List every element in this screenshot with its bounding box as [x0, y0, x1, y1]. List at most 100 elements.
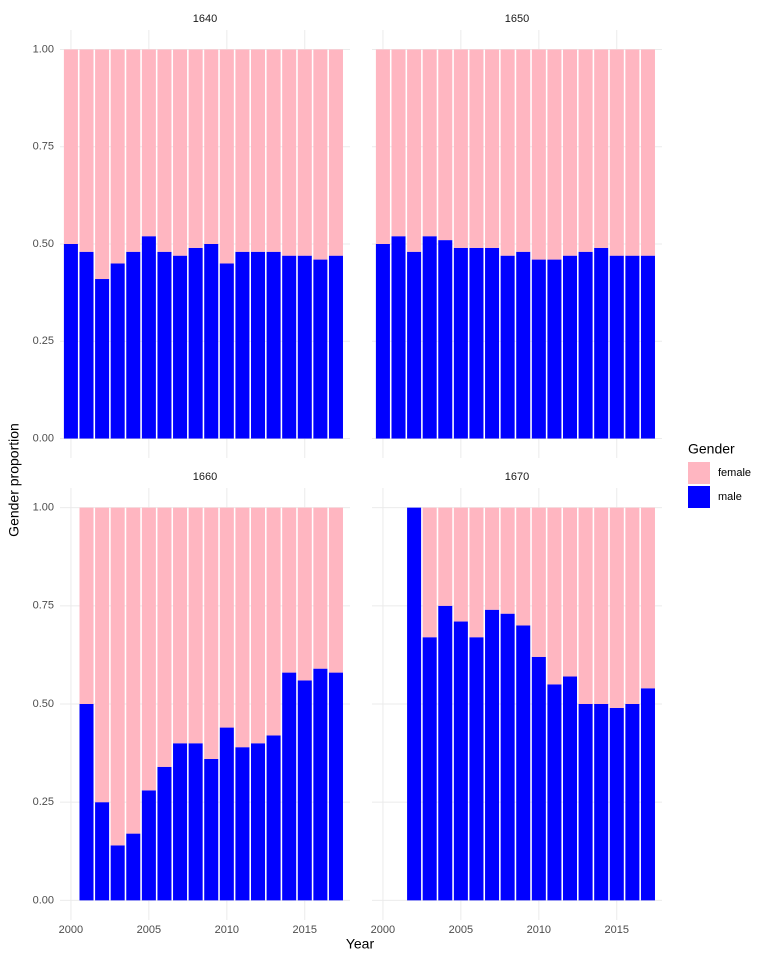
bar-segment: [547, 684, 562, 901]
bar-segment: [500, 507, 515, 614]
bar-segment: [453, 247, 468, 439]
bar-segment: [282, 255, 297, 439]
bar-segment: [110, 49, 125, 264]
bar-segment: [500, 49, 515, 256]
bar-segment: [328, 49, 343, 256]
bar-segment: [438, 240, 453, 439]
bar-segment: [266, 507, 281, 736]
bar-segment: [250, 49, 266, 252]
bar-segment: [188, 247, 203, 439]
bar-segment: [235, 507, 250, 748]
bar-segment: [219, 49, 234, 264]
y-tick-label: 0.00: [33, 432, 54, 444]
bar-segment: [219, 263, 234, 439]
bar-segment: [63, 244, 78, 439]
bar-segment: [594, 704, 609, 901]
bar-segment: [297, 680, 312, 901]
bar-segment: [547, 507, 562, 685]
bar-segment: [110, 507, 125, 846]
y-tick-label: 0.00: [33, 894, 54, 906]
bar-segment: [531, 507, 546, 657]
bar-segment: [157, 766, 172, 901]
bar-segment: [282, 49, 297, 256]
bar-segment: [204, 507, 219, 759]
bar-segment: [547, 259, 562, 439]
bar-segment: [640, 255, 655, 439]
bar-segment: [173, 743, 188, 901]
facet-title: 1670: [505, 471, 529, 483]
bar-segment: [63, 49, 78, 244]
bar-segment: [391, 49, 406, 237]
bar-segment: [547, 49, 562, 260]
bar-segment: [235, 49, 250, 252]
x-tick-label: 2005: [137, 924, 161, 936]
x-tick-label: 2000: [59, 924, 83, 936]
bar-segment: [235, 251, 250, 439]
bar-segment: [157, 507, 172, 767]
bar-segment: [516, 251, 531, 439]
bar-segment: [453, 507, 468, 622]
bar-segment: [562, 676, 578, 901]
bar-segment: [500, 255, 515, 439]
bar-segment: [157, 251, 172, 439]
bar-segment: [188, 507, 203, 744]
x-axis-title: Year: [346, 936, 375, 952]
bar-segment: [375, 244, 390, 439]
bar-segment: [141, 507, 156, 791]
bar-segment: [391, 236, 406, 439]
bar-segment: [126, 49, 141, 252]
bar-segment: [531, 656, 546, 901]
bar-segment: [438, 507, 453, 606]
bar-segment: [219, 727, 234, 901]
bar-segment: [625, 49, 640, 256]
bar-segment: [141, 236, 156, 439]
bar-segment: [328, 255, 343, 439]
x-tick-label: 2010: [215, 924, 239, 936]
bar-segment: [141, 790, 156, 901]
bar-segment: [625, 255, 640, 439]
bar-segment: [609, 507, 624, 708]
bar-segment: [422, 507, 437, 638]
bar-segment: [297, 507, 312, 681]
bar-segment: [79, 704, 94, 901]
bar-segment: [313, 668, 328, 901]
x-tick-label: 2005: [449, 924, 473, 936]
bar-segment: [562, 507, 578, 677]
bar-segment: [453, 621, 468, 901]
bar-segment: [250, 743, 266, 901]
y-tick-label: 0.25: [33, 335, 54, 347]
bar-segment: [173, 49, 188, 256]
bar-segment: [173, 255, 188, 439]
y-tick-label: 0.25: [33, 796, 54, 808]
bar-segment: [609, 255, 624, 439]
bar-segment: [609, 707, 624, 901]
bar-segment: [328, 507, 343, 673]
legend-label: female: [718, 467, 751, 479]
bar-segment: [438, 605, 453, 901]
bar-segment: [578, 49, 593, 252]
bar-segment: [422, 49, 437, 237]
bar-segment: [282, 672, 297, 901]
x-tick-label: 2010: [527, 924, 551, 936]
bar-segment: [313, 259, 328, 439]
bar-segment: [531, 259, 546, 439]
bar-segment: [79, 251, 94, 439]
bar-segment: [422, 236, 437, 439]
bar-segment: [625, 507, 640, 704]
bar-segment: [266, 49, 281, 252]
bar-segment: [485, 609, 500, 901]
bar-segment: [640, 688, 655, 901]
bar-segment: [95, 49, 110, 280]
bar-segment: [594, 247, 609, 439]
facet-title: 1660: [193, 471, 217, 483]
bar-segment: [79, 507, 94, 704]
bar-segment: [173, 507, 188, 744]
bar-segment: [407, 507, 422, 901]
bar-segment: [95, 507, 110, 803]
y-tick-label: 0.50: [33, 698, 54, 710]
bar-segment: [204, 758, 219, 901]
bar-segment: [250, 251, 266, 439]
legend-label: male: [718, 491, 742, 503]
y-tick-label: 0.75: [33, 600, 54, 612]
